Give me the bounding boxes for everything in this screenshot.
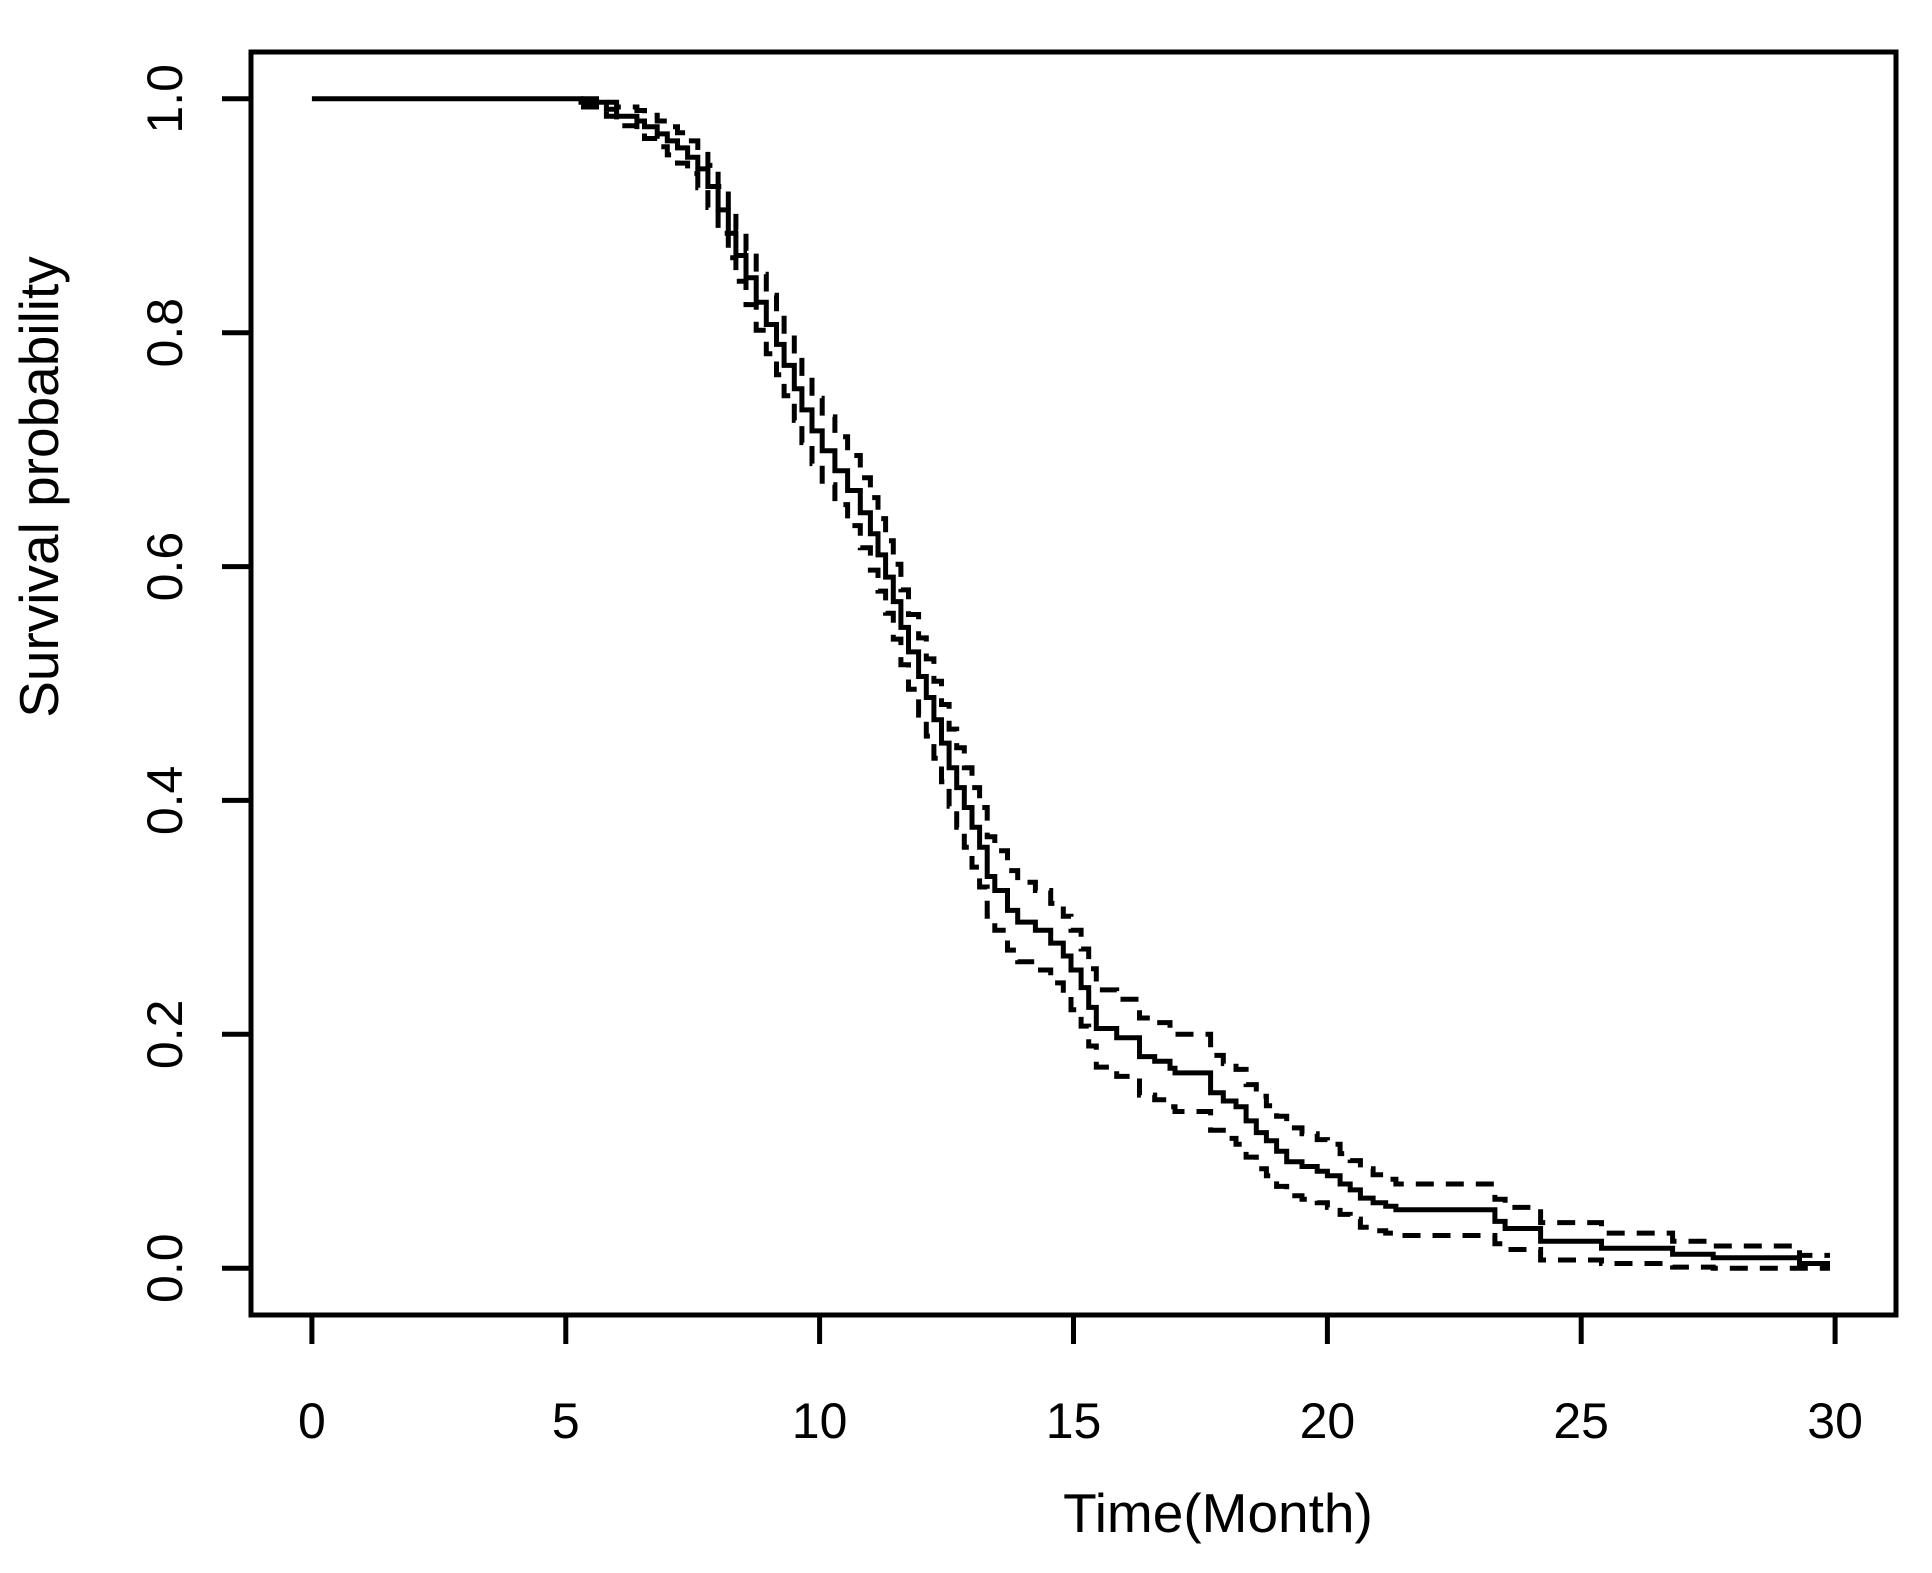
- x-tick-label: 10: [792, 1393, 848, 1449]
- y-tick-label: 0.0: [137, 1233, 193, 1303]
- x-tick-label: 15: [1046, 1393, 1102, 1449]
- x-tick-label: 30: [1807, 1393, 1863, 1449]
- x-axis-title: Time(Month): [1063, 1482, 1373, 1544]
- y-tick-label: 0.8: [137, 298, 193, 368]
- ci-upper-curve: [581, 96, 1830, 1258]
- plot-box: [248, 49, 1899, 1318]
- x-tick-label: 25: [1553, 1393, 1609, 1449]
- axes-layer: 0 5 10 15 20 25 30 0.0 0.2 0.4 0.6 0.8 1.0: [137, 64, 1863, 1449]
- y-axis-title: Survival probability: [8, 256, 70, 718]
- km-curve: [311, 96, 1830, 1266]
- x-tick-label: 20: [1300, 1393, 1356, 1449]
- x-tick-label: 5: [552, 1393, 580, 1449]
- y-tick-label: 1.0: [137, 64, 193, 134]
- y-tick-label: 0.6: [137, 532, 193, 602]
- y-tick-label: 0.4: [137, 766, 193, 836]
- ci-lower-curve: [581, 104, 1830, 1271]
- y-tick-label: 0.2: [137, 1000, 193, 1070]
- x-tick-label: 0: [298, 1393, 326, 1449]
